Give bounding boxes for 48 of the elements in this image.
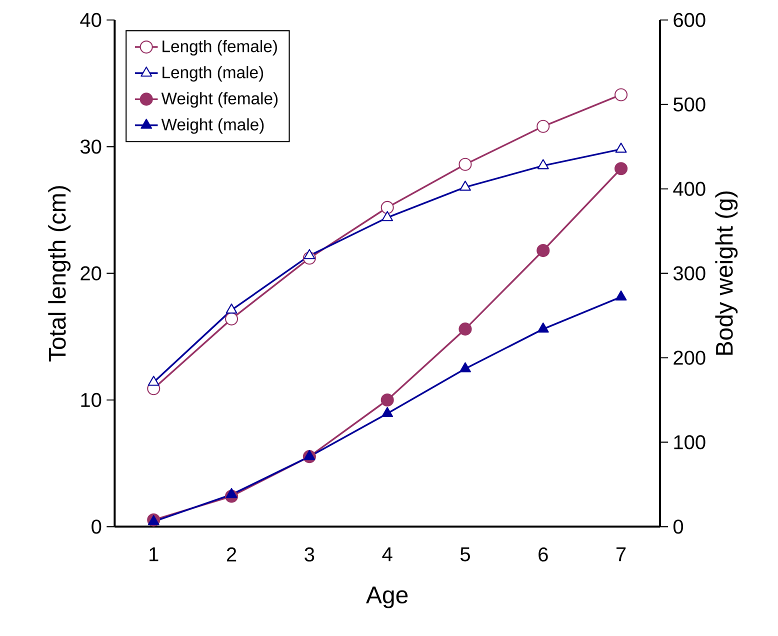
point	[148, 376, 160, 386]
x-tick-label: 5	[460, 547, 470, 562]
x-tick-label: 6	[538, 547, 548, 562]
y-tick-label: 40	[80, 12, 102, 28]
point	[226, 488, 238, 498]
point	[382, 406, 394, 418]
point	[458, 322, 472, 336]
legend-label: Length (male)	[162, 66, 264, 82]
point	[537, 159, 549, 170]
point	[460, 362, 471, 372]
y2-tick-label: 500	[674, 97, 706, 112]
point	[460, 180, 471, 191]
x-tick-label: 1	[150, 547, 158, 562]
point	[380, 200, 394, 214]
y-tick-label: 30	[80, 140, 102, 154]
legend-label: Weight (female)	[161, 92, 278, 108]
y2-tick-label: 600	[674, 12, 706, 28]
point	[304, 450, 316, 460]
point	[614, 88, 628, 102]
x-tick-label: 2	[226, 547, 236, 562]
legend-label: Length (female)	[162, 40, 277, 56]
point	[537, 322, 549, 333]
point	[226, 304, 238, 314]
point	[614, 162, 628, 176]
point	[615, 290, 627, 301]
x-axis-title: Age	[366, 586, 408, 608]
y2-tick-label: 400	[673, 182, 706, 196]
point	[458, 158, 472, 171]
point	[380, 393, 394, 407]
y-axis-title: Total length (cm)	[48, 186, 71, 362]
y-tick-label: 10	[81, 392, 102, 408]
y-tick-label: 0	[92, 520, 102, 534]
x-tick-label: 3	[304, 547, 314, 562]
point	[382, 211, 394, 222]
y2-tick-label: 0	[673, 520, 684, 534]
legend-label: Weight (male)	[161, 118, 264, 134]
y2-tick-label: 100	[674, 435, 706, 450]
point	[536, 244, 550, 258]
y2-axis-title: Body weight (g)	[715, 191, 738, 355]
point	[615, 142, 627, 153]
y2-tick-label: 300	[673, 266, 706, 280]
point	[224, 312, 238, 326]
point	[304, 249, 316, 260]
y2-tick-label: 200	[674, 350, 706, 365]
x-tick-label: 4	[382, 547, 392, 562]
y-tick-label: 20	[80, 266, 102, 280]
x-tick-label: 7	[616, 547, 626, 562]
point	[536, 120, 550, 133]
